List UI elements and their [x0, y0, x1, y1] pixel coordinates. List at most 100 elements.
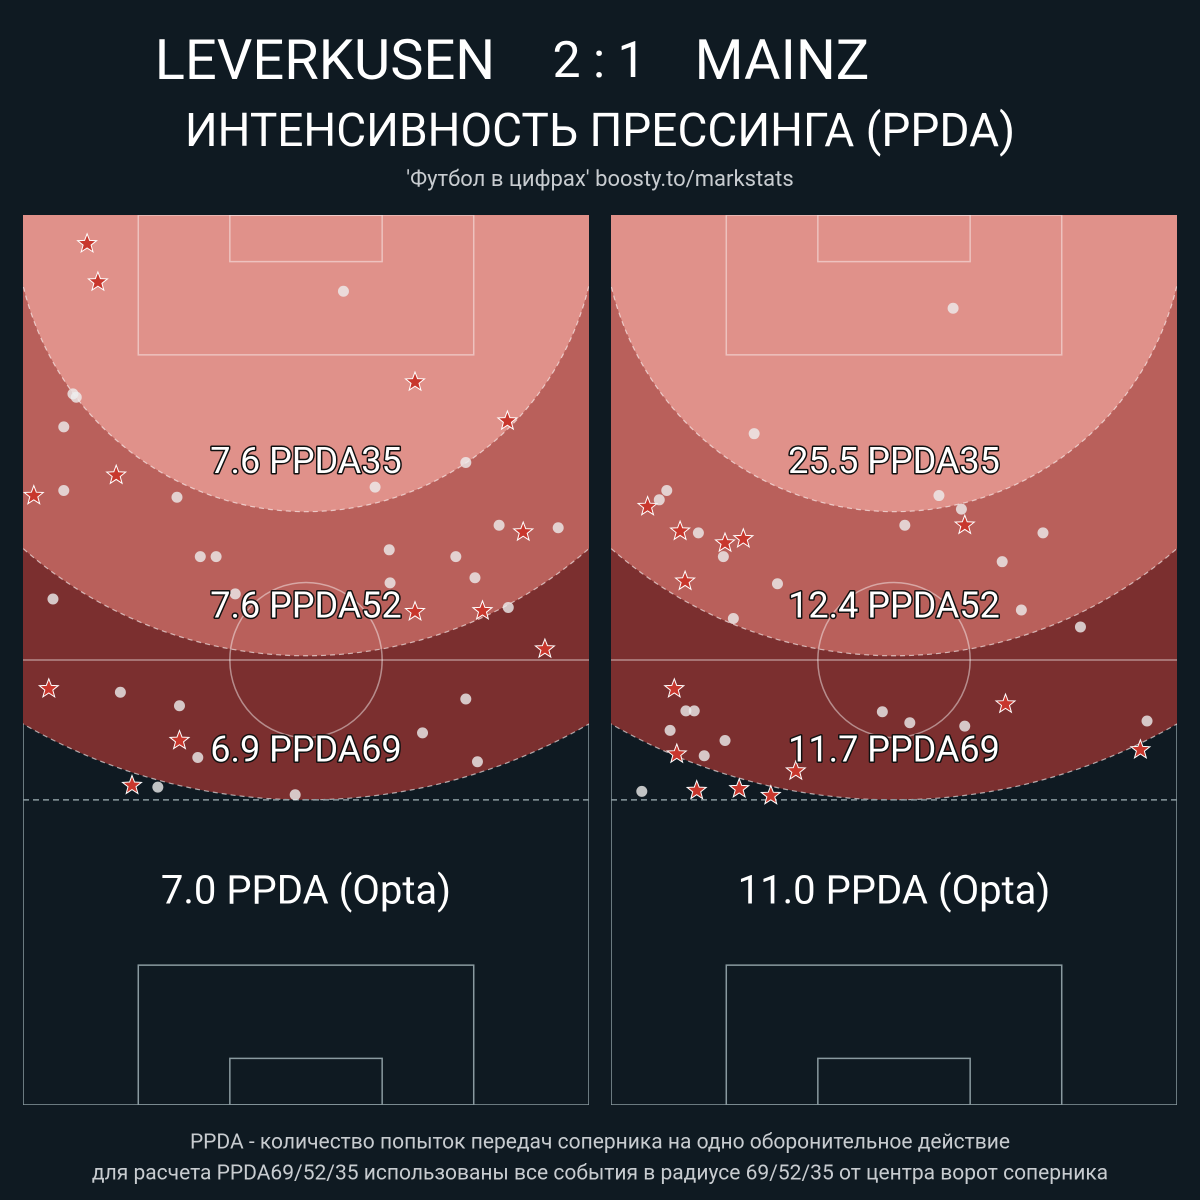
point [171, 491, 183, 503]
point [653, 494, 665, 506]
point [876, 706, 888, 718]
star-point [663, 677, 686, 699]
score: 2 : 1 [552, 32, 645, 90]
point [959, 720, 971, 732]
pitch-line [137, 215, 475, 356]
point [194, 551, 206, 563]
point [469, 572, 481, 584]
star-point [714, 531, 736, 553]
point [152, 781, 164, 793]
point [899, 519, 911, 531]
zone-label: 6.9 PPDA69 [210, 728, 402, 770]
point [70, 391, 82, 403]
star-point [669, 519, 691, 541]
centre-circle [817, 581, 971, 739]
point [552, 522, 564, 534]
subtitle: ИНТЕНСИВНОСТЬ ПРЕССИНГА (PPDA) [185, 104, 1015, 158]
pitch-line [817, 215, 971, 263]
star-point [994, 692, 1017, 714]
point [384, 577, 396, 589]
star-point [168, 729, 191, 750]
star-point [636, 495, 659, 516]
point [955, 503, 967, 515]
star-point [534, 637, 556, 659]
footer-line: для расчета PPDA69/52/35 использованы вс… [92, 1162, 1108, 1186]
star-point [674, 569, 696, 591]
away-team: MAINZ [695, 27, 870, 93]
star-point [496, 409, 519, 431]
point [383, 544, 395, 556]
point [58, 484, 70, 496]
opta-ppda: 11.0 PPDA (Opta) [738, 867, 1051, 914]
point [698, 750, 710, 762]
zone-label: 25.5 PPDA35 [788, 440, 1000, 482]
point [192, 751, 204, 763]
star-point [1129, 738, 1152, 760]
star-point [23, 484, 45, 505]
pitch-line [229, 1057, 383, 1105]
footer-line: PPDA - количество попыток передач соперн… [190, 1131, 1010, 1155]
pitch-line [725, 215, 1063, 356]
pitch-line [817, 1057, 971, 1105]
point [173, 700, 185, 712]
point [904, 717, 916, 729]
point [717, 551, 729, 563]
star-point [685, 779, 708, 800]
ppda-zone [23, 215, 589, 513]
zone-label: 7.6 PPDA35 [210, 440, 402, 482]
point [460, 457, 472, 469]
star-point [953, 513, 976, 535]
point [369, 481, 381, 493]
point [748, 428, 760, 440]
point [636, 785, 648, 797]
star-point [728, 777, 751, 799]
point [493, 519, 505, 531]
point [114, 686, 126, 698]
pitch [611, 215, 1177, 1105]
star-point [665, 742, 688, 764]
star-point [121, 773, 143, 795]
star-point [471, 599, 494, 621]
zone-label: 11.7 PPDA69 [788, 728, 1000, 770]
point [1015, 604, 1027, 616]
pitch-line [725, 964, 1063, 1105]
point [771, 578, 783, 590]
pitch [23, 215, 589, 1105]
opta-ppda: 7.0 PPDA (Opta) [161, 867, 451, 914]
point [661, 484, 673, 496]
zone-label: 7.6 PPDA52 [210, 584, 402, 626]
star-point [404, 600, 426, 621]
pitch-line [229, 215, 383, 263]
star-point [76, 232, 98, 254]
credit: 'Футбол в цифрах' boosty.to/markstats [406, 167, 793, 192]
point [688, 705, 700, 717]
point [1074, 621, 1086, 633]
point [1037, 527, 1049, 539]
point [1141, 715, 1153, 727]
point [719, 735, 731, 747]
star-point [37, 677, 60, 699]
point [47, 593, 59, 605]
point [450, 551, 462, 563]
point [337, 285, 349, 297]
star-point [732, 527, 755, 549]
point [947, 302, 959, 314]
point [692, 527, 704, 539]
point [229, 588, 241, 600]
point [502, 601, 514, 613]
point [417, 727, 429, 739]
star-point [87, 270, 109, 292]
home-team: LEVERKUSEN [155, 27, 495, 93]
pitch-line [137, 964, 475, 1105]
point [58, 421, 70, 433]
point [460, 693, 472, 705]
point [664, 724, 676, 736]
point [933, 490, 945, 502]
point [471, 756, 483, 768]
centre-circle [229, 581, 383, 739]
point [996, 556, 1008, 568]
star-point [105, 463, 128, 485]
point [289, 789, 301, 801]
point [727, 612, 739, 624]
